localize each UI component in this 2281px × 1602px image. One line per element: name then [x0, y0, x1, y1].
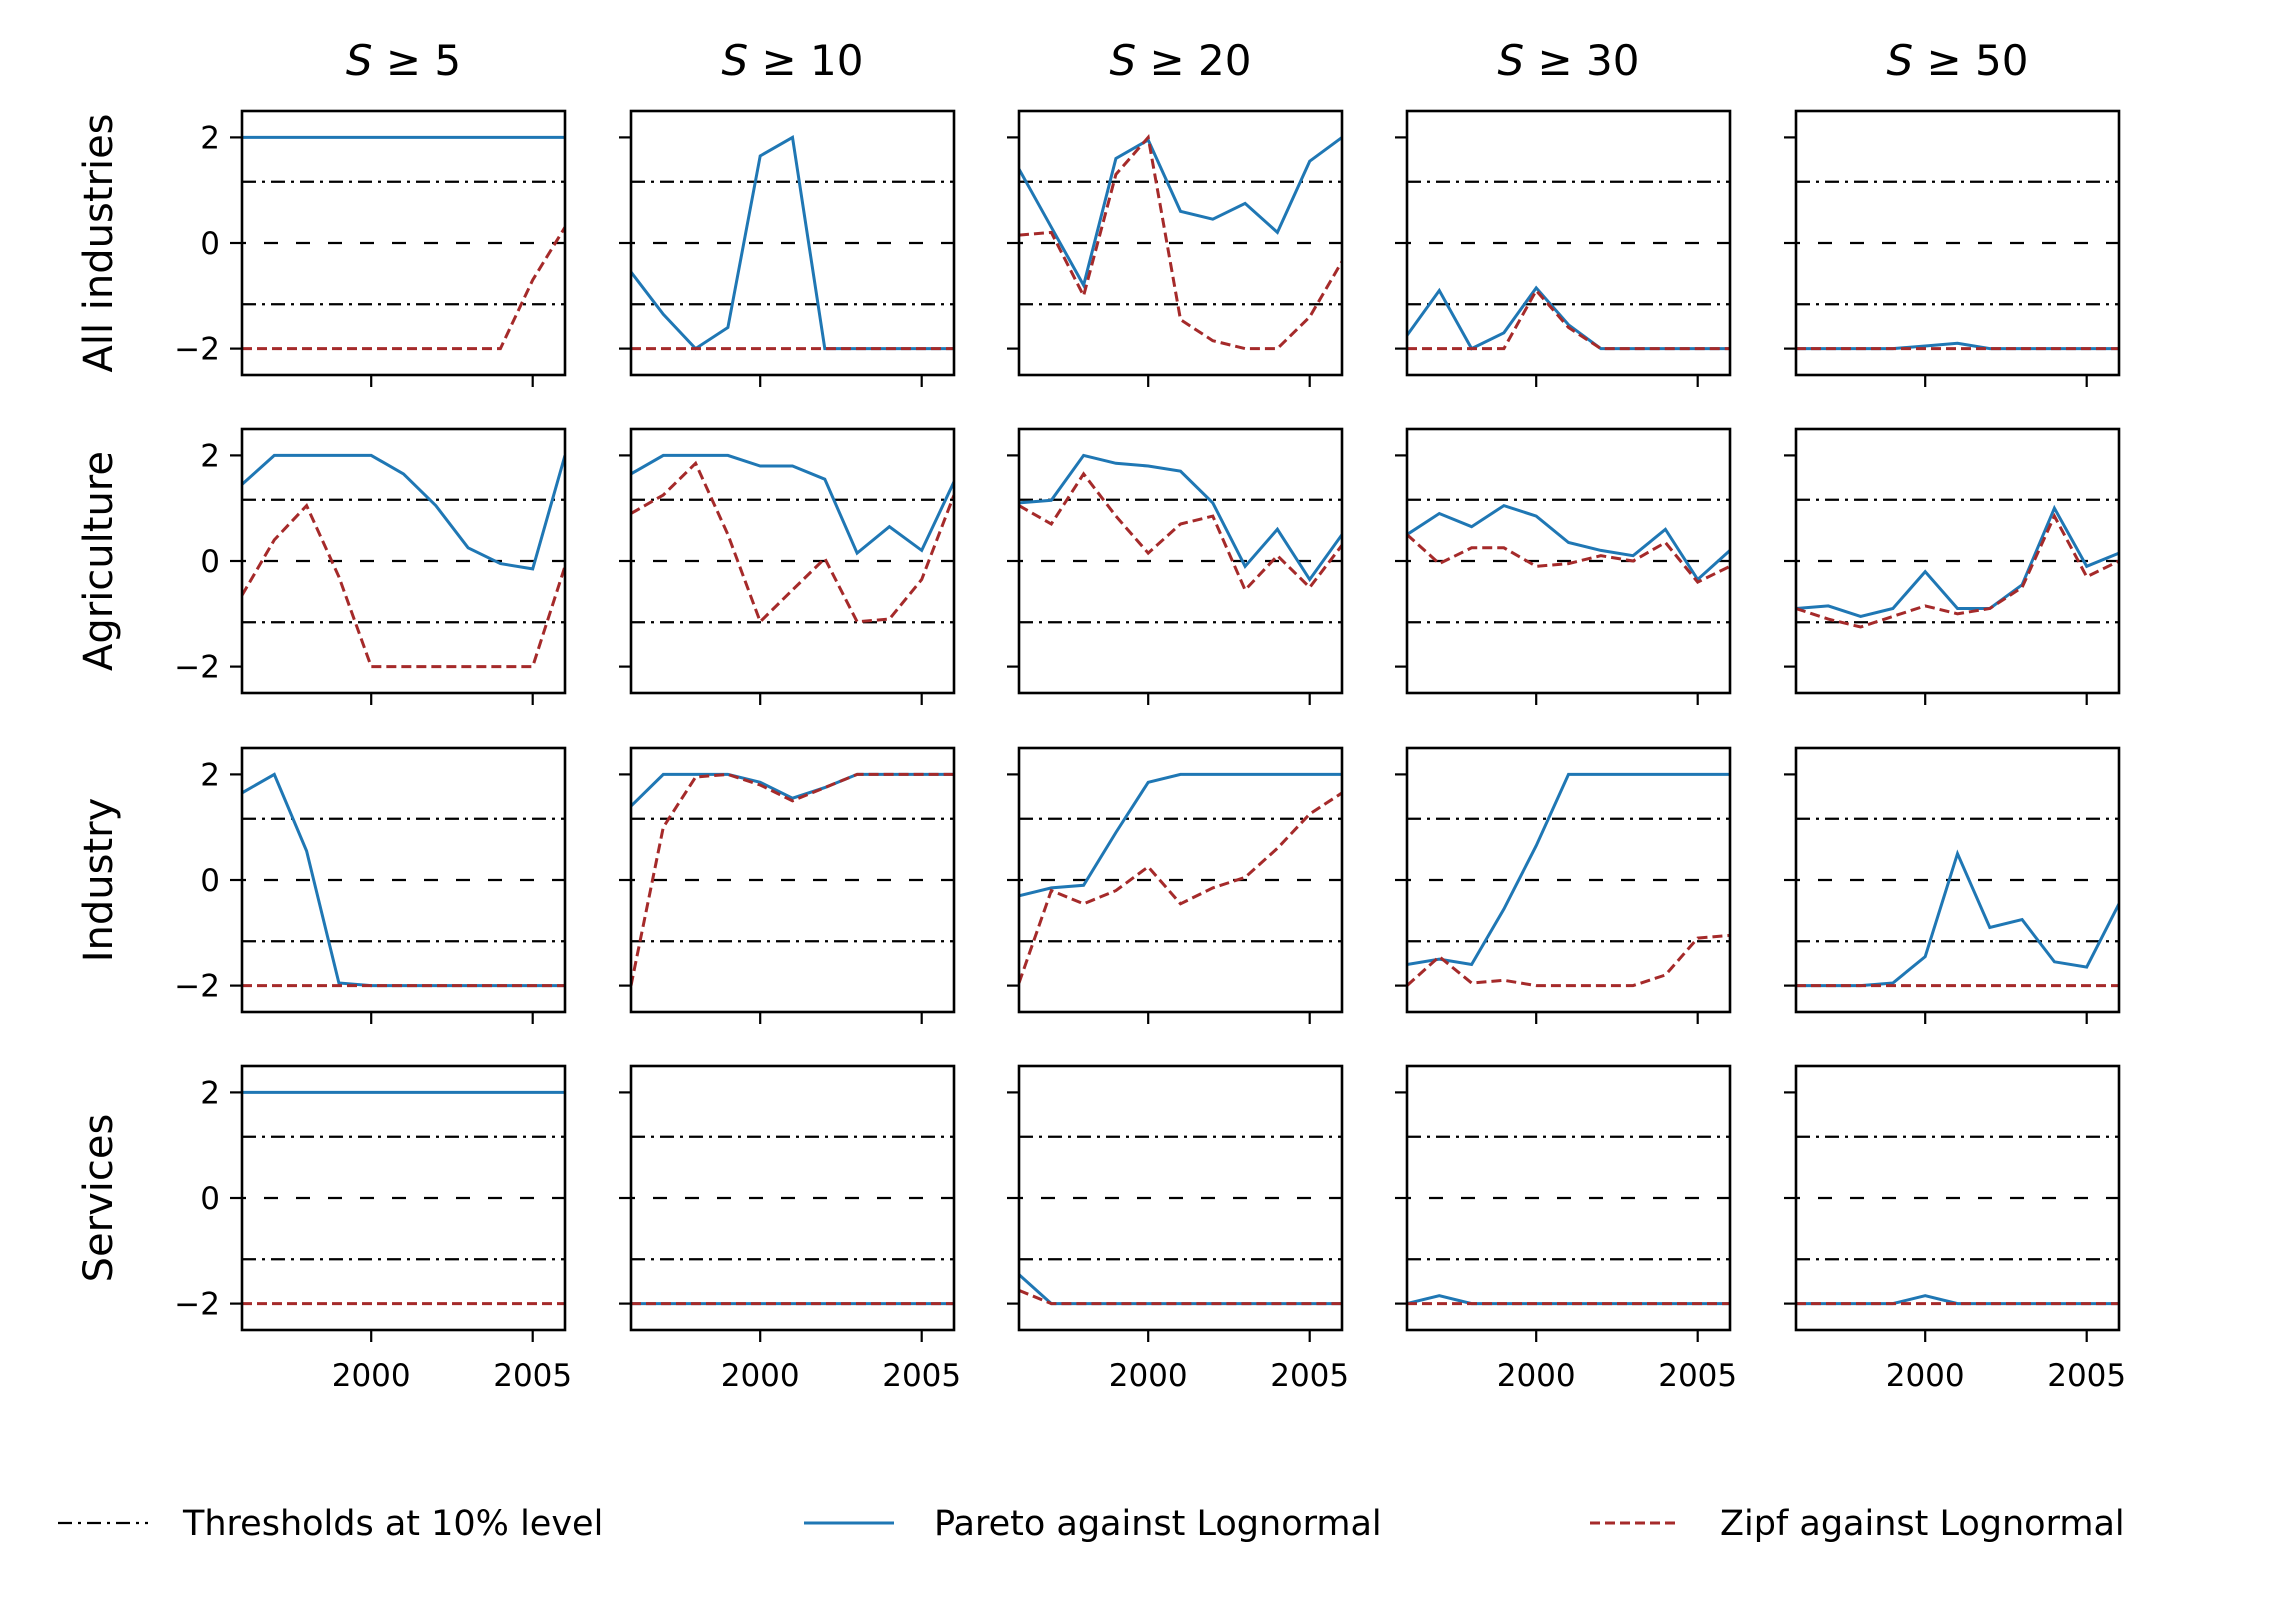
zipf-series-line: [1019, 791, 1342, 984]
zipf-series-line: [1019, 134, 1342, 351]
col-title-3: S ≥ 20: [1109, 36, 1251, 85]
y-tick-label: 2: [200, 1075, 220, 1111]
pareto-series-line: [631, 135, 954, 351]
x-tick-label: 2000: [721, 1358, 800, 1394]
panel-r2-c1: −2 0 2: [174, 427, 567, 705]
y-tick-label: 0: [200, 544, 220, 580]
panel-r2-c3: [1007, 427, 1344, 705]
pareto-series-line: [242, 453, 565, 571]
zipf-series-line: [242, 226, 565, 351]
y-tick-label: −2: [174, 1287, 220, 1323]
legend: Thresholds at 10% level Pareto against L…: [58, 1504, 2125, 1544]
pareto-series-line: [631, 453, 954, 556]
panel-r2-c5: [1784, 427, 2121, 705]
panel-r4-c4: 2000 2005: [1395, 1064, 1737, 1394]
panel-r2-c4: [1395, 427, 1732, 705]
x-tick-label: 2005: [493, 1358, 572, 1394]
pareto-series-line: [1407, 503, 1730, 582]
panel-r3-c3: [1007, 746, 1344, 1024]
panel-r3-c5: [1784, 746, 2121, 1024]
zipf-series-line: [242, 502, 565, 669]
panel-r4-c3: 2000 2005: [1007, 1064, 1349, 1394]
x-tick-label: 2005: [1270, 1358, 1349, 1394]
zipf-series-line: [1019, 1289, 1342, 1306]
y-tick-label: 2: [200, 757, 220, 793]
x-tick-label: 2000: [1497, 1358, 1576, 1394]
panel-r4-c5: 2000 2005: [1784, 1064, 2126, 1394]
row-label-1: All industries: [76, 113, 122, 372]
pareto-series-line: [1407, 772, 1730, 967]
col-title-4: S ≥ 30: [1497, 36, 1639, 85]
panel-r4-c2: 2000 2005: [619, 1064, 961, 1394]
y-tick-label: −2: [174, 332, 220, 368]
panel-r4-c1: −2 0 2 2000 2005: [174, 1064, 572, 1394]
x-tick-label: 2005: [2047, 1358, 2126, 1394]
panel-r3-c2: [619, 746, 956, 1024]
row-label-4: Services: [76, 1114, 122, 1283]
pareto-series-line: [1019, 772, 1342, 898]
y-tick-label: −2: [174, 650, 220, 686]
panel-r2-c2: [619, 427, 956, 705]
zipf-series-line: [1407, 287, 1730, 351]
zipf-series-line: [1796, 512, 2119, 629]
pareto-series-line: [1019, 453, 1342, 583]
pareto-series-line: [1407, 285, 1730, 351]
panel-r1-c2: [619, 109, 956, 387]
zipf-series-line: [631, 460, 954, 625]
panels: S ≥ 5 S ≥ 10 S ≥ 20 S ≥ 30 S ≥ 50 All industr…: [76, 36, 2126, 1394]
y-tick-label: 0: [200, 1181, 220, 1217]
legend-pareto-label: Pareto against Lognormal: [934, 1504, 1382, 1544]
zipf-series-line: [1407, 533, 1730, 584]
zipf-series-line: [631, 772, 954, 986]
x-tick-label: 2000: [1886, 1358, 1965, 1394]
panel-r1-c5: [1784, 109, 2121, 387]
x-tick-label: 2000: [1109, 1358, 1188, 1394]
pareto-series-line: [1407, 1294, 1730, 1306]
pareto-series-line: [1796, 849, 2119, 988]
pareto-series-line: [1796, 504, 2119, 618]
pareto-series-line: [1019, 1273, 1342, 1306]
col-title-5: S ≥ 50: [1886, 36, 2028, 85]
y-tick-label: 0: [200, 226, 220, 262]
x-tick-label: 2005: [1658, 1358, 1737, 1394]
row-label-3: Industry: [76, 798, 122, 963]
panel-r1-c1: −2 0 2: [174, 109, 567, 387]
pareto-series-line: [1019, 136, 1342, 290]
panel-r1-c3: [1007, 109, 1344, 387]
row-label-2: Agriculture: [76, 451, 122, 671]
panel-r3-c4: [1395, 746, 1732, 1024]
panel-r3-c1: −2 0 2: [174, 746, 567, 1024]
zipf-series-line: [1019, 471, 1342, 593]
pareto-series-line: [242, 772, 565, 988]
panel-r1-c4: [1395, 109, 1732, 387]
y-tick-label: 2: [200, 438, 220, 474]
x-tick-label: 2000: [332, 1358, 411, 1394]
y-tick-label: −2: [174, 969, 220, 1005]
col-title-1: S ≥ 5: [346, 36, 461, 85]
x-tick-label: 2005: [882, 1358, 961, 1394]
legend-threshold-label: Thresholds at 10% level: [182, 1504, 603, 1544]
y-tick-label: 0: [200, 863, 220, 899]
zipf-series-line: [1407, 933, 1730, 988]
legend-zipf-label: Zipf against Lognormal: [1720, 1504, 2125, 1544]
y-tick-label: 2: [200, 120, 220, 156]
col-title-2: S ≥ 10: [721, 36, 863, 85]
